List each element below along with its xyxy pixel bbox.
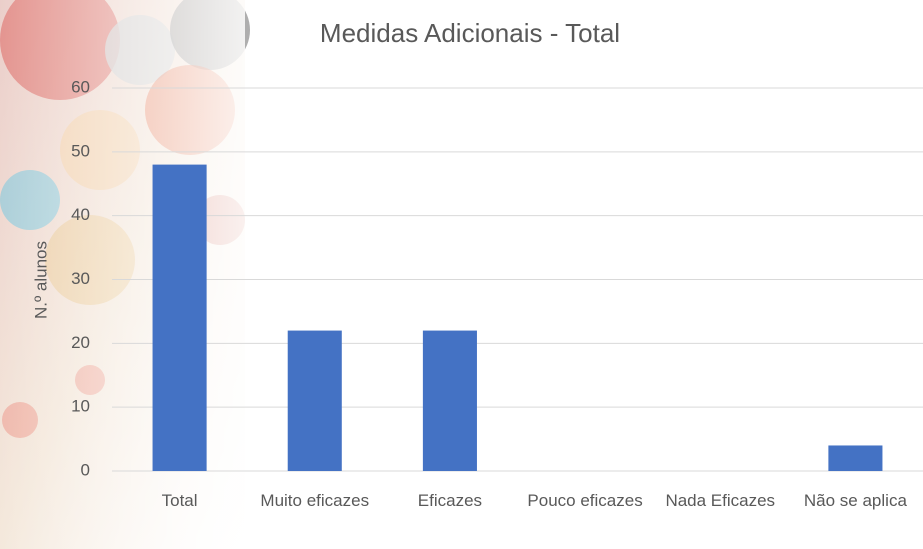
bar: [423, 331, 477, 471]
x-tick-label: Muito eficazes: [247, 488, 382, 514]
x-tick-label: Eficazes: [382, 488, 517, 514]
chart-title: Medidas Adicionais - Total: [320, 18, 620, 48]
y-tick-label: 40: [71, 205, 90, 224]
y-tick-label: 60: [71, 77, 90, 96]
x-tick-label: Não se aplica: [788, 488, 923, 514]
bar: [153, 165, 207, 471]
bar: [828, 445, 882, 471]
y-tick-label: 50: [71, 141, 90, 160]
x-tick-label: Nada Eficazes: [653, 488, 788, 514]
chart-page: Medidas Adicionais - Total N.º alunos 0 1…: [0, 0, 923, 549]
chart: Medidas Adicionais - Total N.º alunos 0 1…: [0, 0, 923, 549]
y-tick-label: 0: [81, 460, 90, 479]
y-tick-label: 10: [71, 397, 90, 416]
y-axis-label: N.º alunos: [31, 241, 50, 319]
x-tick-label: Total: [112, 488, 247, 514]
x-tick-label: Pouco eficazes: [518, 488, 653, 514]
y-tick-label: 20: [71, 333, 90, 352]
y-tick-label: 30: [71, 269, 90, 288]
bar: [288, 331, 342, 471]
